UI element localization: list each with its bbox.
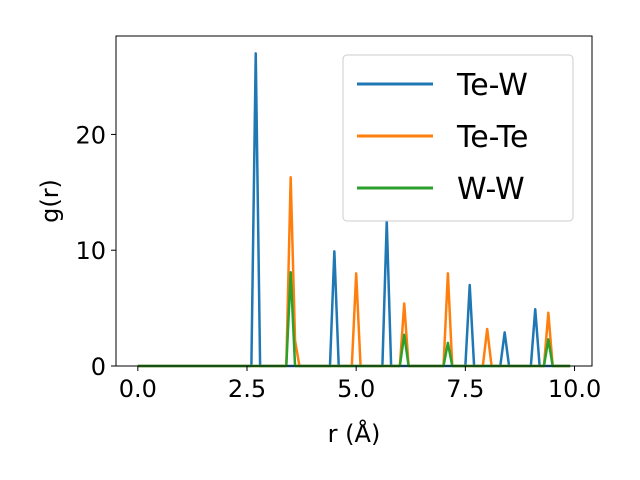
legend-label-te-w: Te-W (456, 68, 528, 103)
legend-label-te-te: Te-Te (456, 120, 528, 155)
legend-label-w-w: W-W (457, 172, 525, 207)
y-tick-label: 0 (91, 353, 106, 381)
x-axis-ticks: 0.0 2.5 5.0 7.5 10.0 (119, 366, 601, 403)
legend: Te-W Te-Te W-W (342, 54, 574, 222)
legend-box (342, 54, 574, 222)
x-tick-label: 7.5 (446, 375, 484, 403)
y-axis-ticks: 0 10 20 (75, 121, 116, 381)
x-tick-label: 0.0 (119, 375, 157, 403)
y-tick-label: 10 (75, 237, 106, 265)
x-tick-label: 5.0 (337, 375, 375, 403)
x-axis-title: r (Å) (328, 419, 381, 448)
x-tick-label: 2.5 (228, 375, 266, 403)
y-axis-title: g(r) (36, 179, 64, 223)
y-tick-label: 20 (75, 121, 106, 149)
x-tick-label: 10.0 (548, 375, 601, 403)
plot-frame (115, 35, 593, 367)
